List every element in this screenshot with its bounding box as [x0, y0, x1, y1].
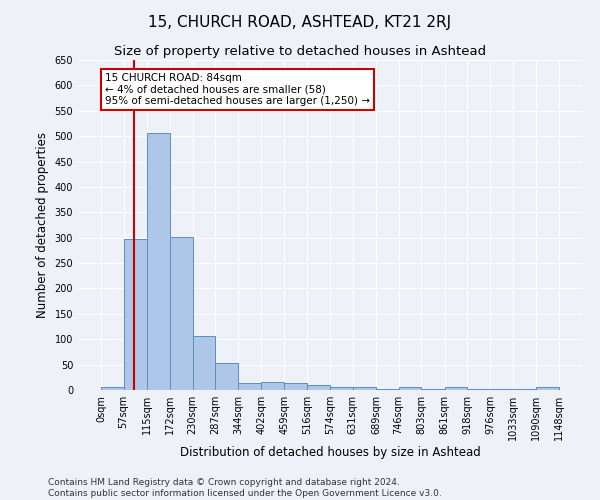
- Bar: [445, 388, 467, 390]
- X-axis label: Distribution of detached houses by size in Ashtead: Distribution of detached houses by size …: [179, 446, 481, 458]
- Bar: [124, 238, 147, 390]
- Bar: [238, 384, 262, 390]
- Bar: [147, 132, 170, 390]
- Bar: [398, 388, 421, 390]
- Text: 15, CHURCH ROAD, ASHTEAD, KT21 2RJ: 15, CHURCH ROAD, ASHTEAD, KT21 2RJ: [148, 15, 452, 30]
- Text: Contains HM Land Registry data © Crown copyright and database right 2024.
Contai: Contains HM Land Registry data © Crown c…: [48, 478, 442, 498]
- Bar: [215, 363, 238, 390]
- Bar: [262, 382, 284, 390]
- Y-axis label: Number of detached properties: Number of detached properties: [36, 132, 49, 318]
- Bar: [307, 386, 330, 390]
- Bar: [330, 387, 353, 390]
- Bar: [284, 384, 307, 390]
- Bar: [101, 388, 124, 390]
- Bar: [170, 236, 193, 390]
- Bar: [536, 388, 559, 390]
- Text: Size of property relative to detached houses in Ashtead: Size of property relative to detached ho…: [114, 45, 486, 58]
- Bar: [353, 388, 376, 390]
- Text: 15 CHURCH ROAD: 84sqm
← 4% of detached houses are smaller (58)
95% of semi-detac: 15 CHURCH ROAD: 84sqm ← 4% of detached h…: [105, 72, 370, 106]
- Bar: [193, 336, 215, 390]
